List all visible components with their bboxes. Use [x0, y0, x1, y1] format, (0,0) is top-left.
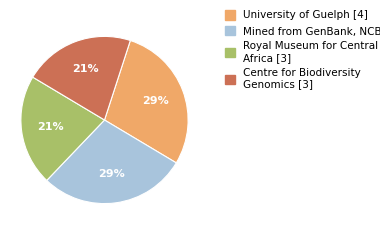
- Wedge shape: [105, 41, 188, 163]
- Wedge shape: [47, 120, 176, 204]
- Wedge shape: [21, 77, 104, 180]
- Text: 29%: 29%: [98, 169, 125, 179]
- Wedge shape: [33, 36, 130, 120]
- Legend: University of Guelph [4], Mined from GenBank, NCBI [4], Royal Museum for Central: University of Guelph [4], Mined from Gen…: [225, 10, 380, 90]
- Text: 21%: 21%: [37, 122, 64, 132]
- Text: 21%: 21%: [72, 64, 99, 74]
- Text: 29%: 29%: [142, 96, 169, 106]
